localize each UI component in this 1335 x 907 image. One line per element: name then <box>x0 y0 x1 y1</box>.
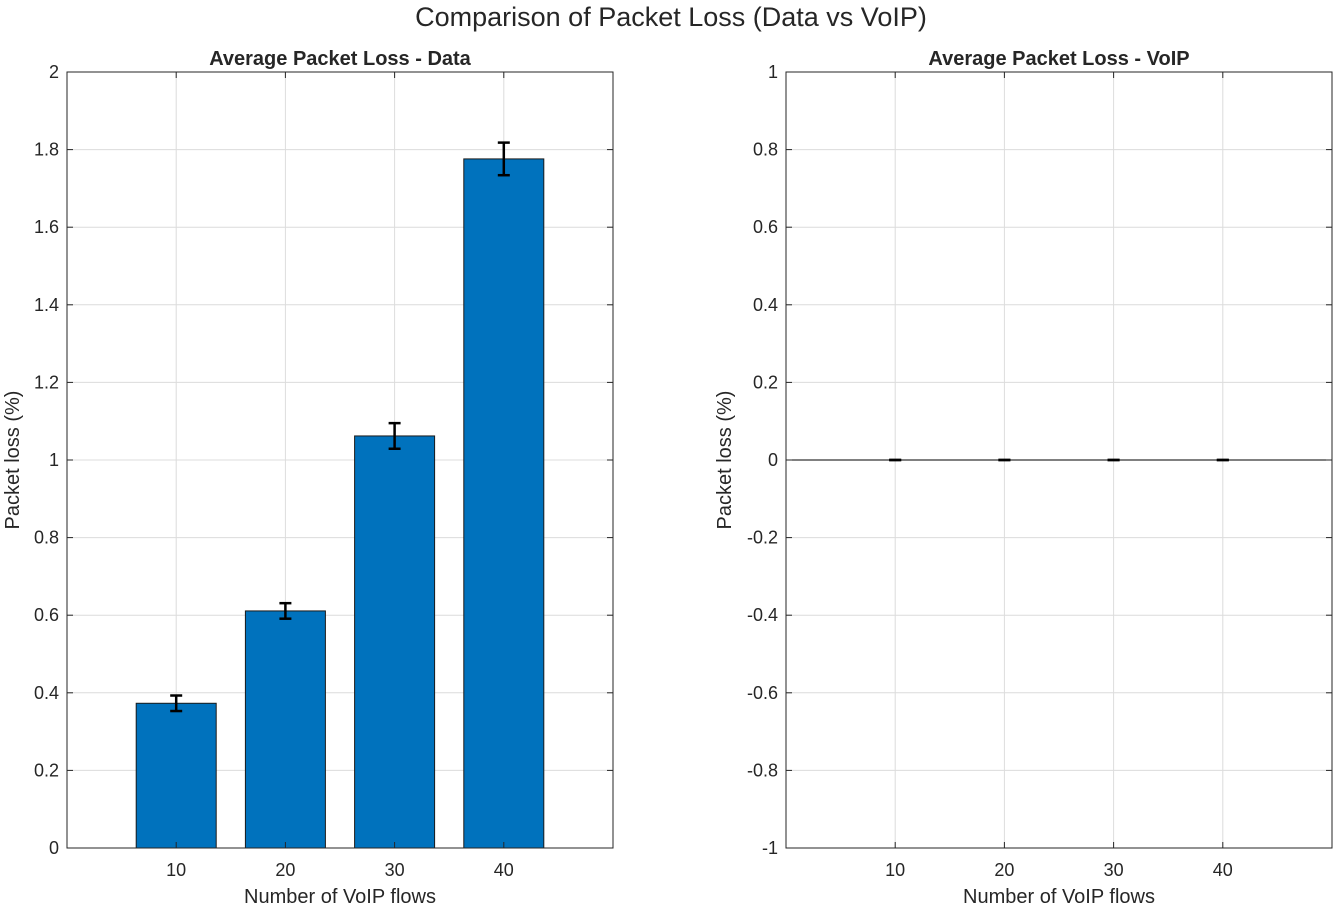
bar-40 <box>463 158 545 849</box>
bar-20 <box>244 610 326 849</box>
y-tick-label: 0.8 <box>34 528 59 548</box>
x-tick-label: 30 <box>1104 860 1124 880</box>
y-tick-label: -1 <box>762 838 778 858</box>
y-tick-label: 0.6 <box>34 605 59 625</box>
bar-10 <box>135 702 217 849</box>
y-tick-label: 0.2 <box>34 760 59 780</box>
x-axis-label: Number of VoIP flows <box>244 886 436 907</box>
y-tick-label: -0.2 <box>747 528 778 548</box>
y-tick-label: -0.8 <box>747 760 778 780</box>
y-tick-label: 1.8 <box>34 140 59 160</box>
chart-data-loss: 0 0.2 0.4 0.6 0.8 1 1.2 1.4 1.6 1.8 2 10 20 30 40 Aver… <box>2 48 614 907</box>
y-tick-label: 0.4 <box>34 683 59 703</box>
plot-area: 0 0.2 0.4 0.6 0.8 1 1.2 1.4 1.6 1.8 2 10 20 30 40 <box>34 62 614 880</box>
x-tick-label: 30 <box>385 860 405 880</box>
y-tick-label: 0.2 <box>753 372 778 392</box>
y-tick-label: 0.4 <box>753 295 778 315</box>
y-tick-label: 2 <box>49 62 59 82</box>
x-tick-label: 10 <box>885 860 905 880</box>
y-axis-label: Packet loss (%) <box>714 391 736 530</box>
bar-30 <box>354 435 436 849</box>
x-tick-label: 20 <box>275 860 295 880</box>
y-tick-label: -0.6 <box>747 683 778 703</box>
y-axis-label: Packet loss (%) <box>2 391 24 530</box>
y-tick-label: 1.6 <box>34 217 59 237</box>
y-tick-label: 0.8 <box>753 140 778 160</box>
y-tick-label: 1.4 <box>34 295 59 315</box>
x-axis-label: Number of VoIP flows <box>963 886 1155 907</box>
chart-title: Average Packet Loss - VoIP <box>928 48 1189 70</box>
y-tick-label: 1 <box>49 450 59 470</box>
y-tick-label: 0 <box>49 838 59 858</box>
x-tick-label: 20 <box>994 860 1014 880</box>
chart-voip-loss: -1 -0.8 -0.6 -0.4 -0.2 0 0.2 0.4 0.6 0.8 1 10 20 30 40… <box>714 48 1333 907</box>
y-tick-label: -0.4 <box>747 605 778 625</box>
figure-title: Comparison of Packet Loss (Data vs VoIP) <box>415 2 927 32</box>
y-tick-label: 1 <box>768 62 778 82</box>
y-tick-label: 0 <box>768 450 778 470</box>
x-tick-label: 40 <box>1213 860 1233 880</box>
plot-area: -1 -0.8 -0.6 -0.4 -0.2 0 0.2 0.4 0.6 0.8 1 10 20 30 40 <box>747 62 1333 880</box>
y-tick-label: 0.6 <box>753 217 778 237</box>
chart-title: Average Packet Loss - Data <box>209 48 471 70</box>
x-tick-label: 40 <box>494 860 514 880</box>
x-tick-label: 10 <box>166 860 186 880</box>
y-tick-label: 1.2 <box>34 372 59 392</box>
